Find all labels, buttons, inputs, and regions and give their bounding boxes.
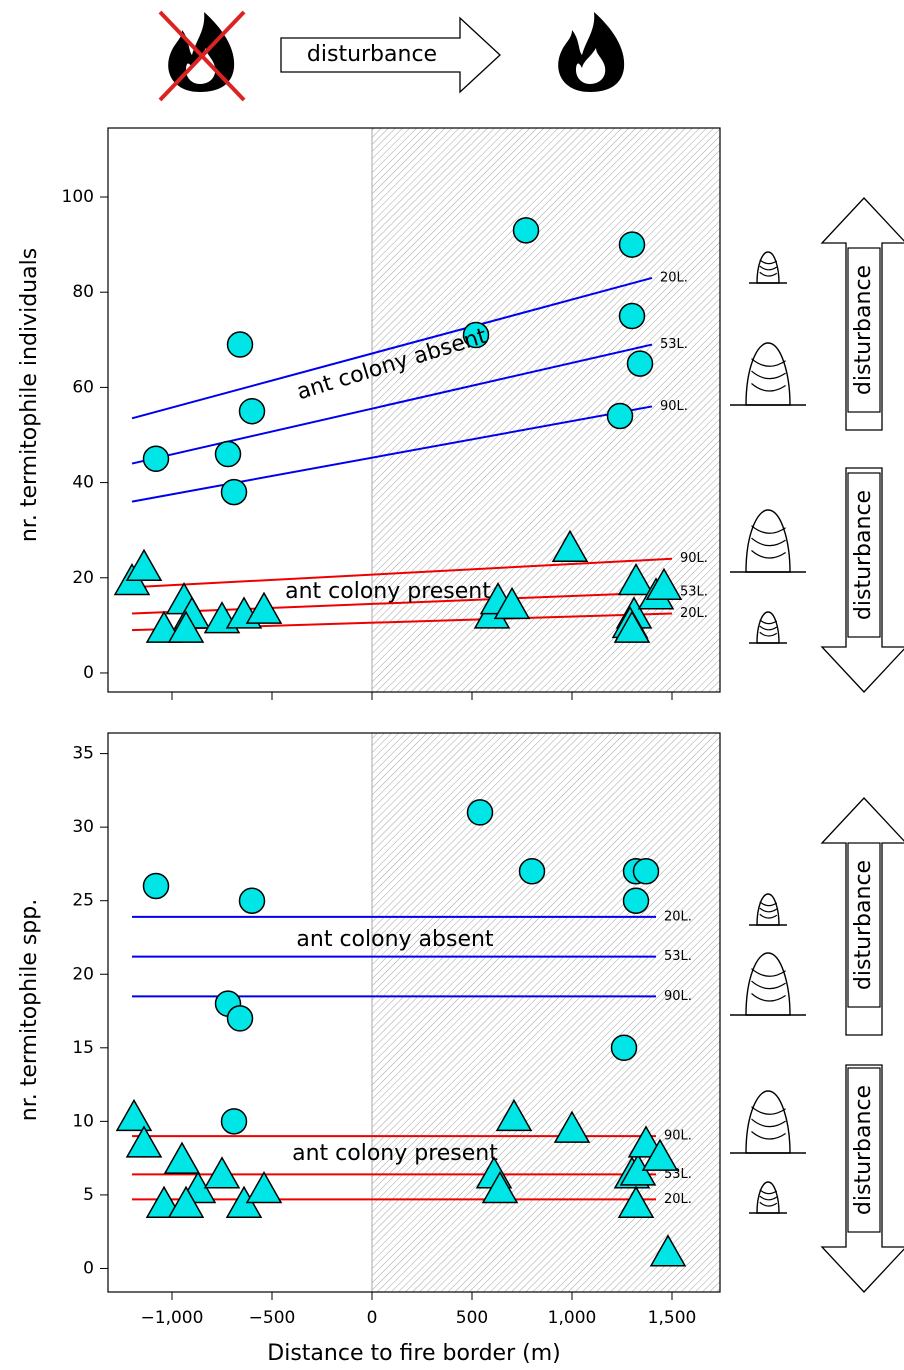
line-end-label: 53L. — [664, 949, 692, 964]
line-end-label: 90L. — [680, 551, 708, 566]
circle-point — [144, 446, 169, 471]
circle-point — [144, 873, 169, 898]
line-end-label: 90L. — [664, 1129, 692, 1144]
y-tick-label: 80 — [72, 282, 94, 302]
triangle-point — [117, 1100, 151, 1130]
triangle-point — [165, 1143, 199, 1173]
y-axis-label: nr. termitophile spp. — [17, 899, 42, 1121]
circle-point — [240, 888, 265, 913]
circle-point — [228, 1006, 253, 1031]
circle-point — [628, 351, 653, 376]
y-tick-label: 15 — [72, 1038, 94, 1058]
shaded-region — [372, 733, 720, 1292]
y-tick-label: 100 — [62, 187, 94, 207]
x-tick-label: −1,000 — [141, 1308, 204, 1328]
y-tick-label: 30 — [72, 817, 94, 837]
annotation: ant colony present — [285, 579, 491, 604]
annotation: ant colony present — [292, 1141, 498, 1166]
x-tick-label: 500 — [456, 1308, 488, 1328]
line-end-label: 20L. — [680, 606, 708, 621]
triangle-point — [247, 1172, 281, 1202]
y-tick-label: 20 — [72, 568, 94, 588]
figure: disturbance 020406080100nr. termitophile… — [0, 0, 904, 1370]
circle-point — [468, 800, 493, 825]
annotation: ant colony absent — [296, 927, 494, 952]
circle-point — [222, 1109, 247, 1134]
circle-point — [624, 888, 649, 913]
y-tick-label: 5 — [83, 1185, 94, 1205]
y-axis-label: nr. termitophile individuals — [17, 248, 42, 542]
line-end-label: 20L. — [664, 909, 692, 924]
y-tick-label: 0 — [83, 663, 94, 683]
y-tick-label: 20 — [72, 964, 94, 984]
circle-point — [608, 403, 633, 428]
line-end-label: 90L. — [660, 399, 688, 414]
header-arrow-label: disturbance — [307, 42, 437, 67]
panel: 0 5 10 15 20 25 30 35 −1,000 −500 0 500 1,000 1,500 nr… — [17, 733, 904, 1366]
circle-point — [222, 480, 247, 505]
x-axis-label: Distance to fire border (m) — [267, 1341, 560, 1366]
y-tick-label: 0 — [83, 1258, 94, 1278]
x-tick-label: 1,500 — [648, 1308, 697, 1328]
panel: 0 20 40 60 80 100 nr. termitophile individuals… — [17, 128, 904, 700]
circle-point — [612, 1035, 637, 1060]
circle-point — [216, 442, 241, 467]
x-tick-label: −500 — [249, 1308, 296, 1328]
fire-icon — [558, 12, 624, 92]
line-end-label: 53L. — [660, 337, 688, 352]
x-tick-label: 1,000 — [548, 1308, 597, 1328]
side-label: disturbance — [851, 1085, 876, 1215]
y-tick-label: 60 — [72, 377, 94, 397]
y-tick-label: 25 — [72, 891, 94, 911]
circle-point — [240, 399, 265, 424]
circle-point — [634, 859, 659, 884]
triangle-point — [205, 1158, 239, 1188]
line-end-label: 20L. — [664, 1192, 692, 1207]
line-end-label: 90L. — [664, 989, 692, 1004]
y-tick-label: 40 — [72, 473, 94, 493]
line-end-label: 20L. — [660, 270, 688, 285]
circle-point — [620, 232, 645, 257]
y-tick-label: 10 — [72, 1111, 94, 1131]
line-end-label: 53L. — [680, 585, 708, 600]
y-tick-label: 35 — [72, 744, 94, 764]
side-label: disturbance — [851, 490, 876, 620]
circle-point — [620, 304, 645, 329]
circle-point — [514, 218, 539, 243]
triangle-point — [127, 1127, 161, 1157]
side-label: disturbance — [851, 265, 876, 395]
header: disturbance — [160, 12, 624, 100]
side-label: disturbance — [851, 860, 876, 990]
circle-point — [520, 859, 545, 884]
circle-point — [228, 332, 253, 357]
x-tick-label: 0 — [367, 1308, 378, 1328]
